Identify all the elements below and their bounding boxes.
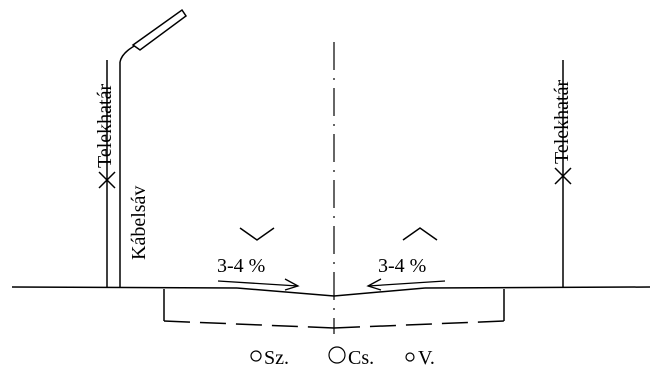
road-trench xyxy=(163,289,505,329)
chevron-up-icon xyxy=(402,227,438,241)
water-symbol-icon xyxy=(405,352,415,362)
chevron-down-icon xyxy=(239,227,275,241)
sewer-label: Sz. xyxy=(264,347,289,369)
water-label: V. xyxy=(418,347,435,369)
arrow-icon xyxy=(217,278,300,291)
left-boundary-label: Telekhatár xyxy=(94,84,116,168)
drain-label: Cs. xyxy=(348,347,374,369)
sewer-symbol-icon xyxy=(250,350,262,362)
lamp-post xyxy=(119,8,188,287)
right-boundary-label: Telekhatár xyxy=(551,80,573,164)
cable-strip-label: Kábelsáv xyxy=(128,186,150,260)
arrow-icon xyxy=(366,278,446,291)
slope-label-left: 3-4 % xyxy=(217,255,265,277)
cross-mark-icon xyxy=(554,167,572,185)
slope-label-right: 3-4 % xyxy=(378,255,426,277)
ground-line xyxy=(11,286,651,297)
drain-symbol-icon xyxy=(328,346,346,364)
cross-mark-icon xyxy=(98,171,116,189)
utility-legend: Sz. Cs. V. xyxy=(250,346,435,369)
